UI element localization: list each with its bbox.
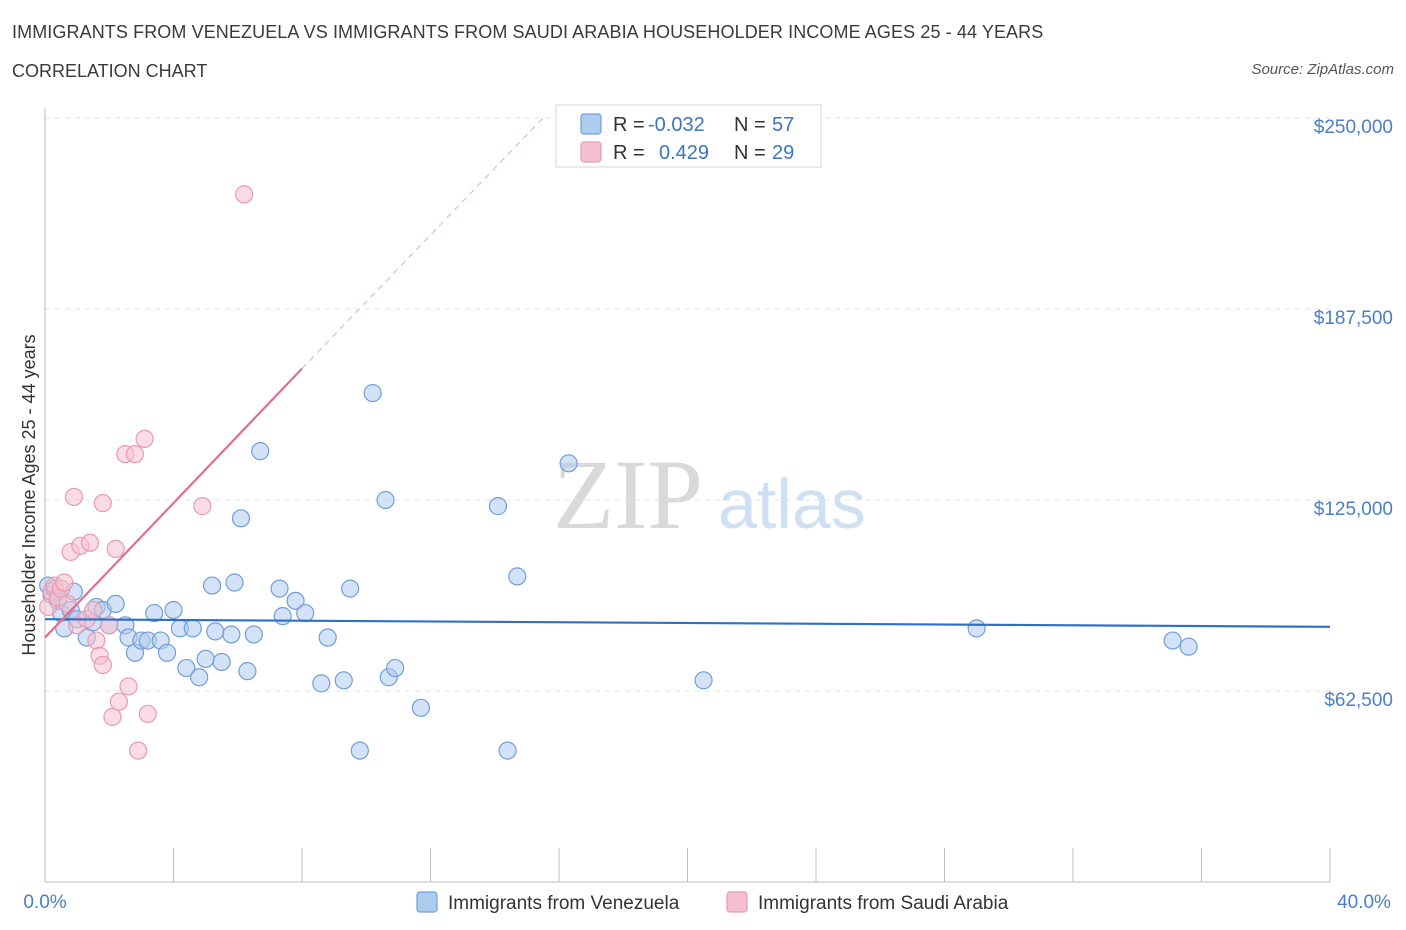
point-venezuela-37 bbox=[251, 442, 270, 461]
point-saudi-13 bbox=[84, 600, 103, 620]
point-venezuela-58 bbox=[1163, 631, 1182, 650]
point-venezuela-25 bbox=[177, 658, 196, 678]
point-venezuela-39 bbox=[273, 607, 292, 626]
point-venezuela-57 bbox=[967, 619, 986, 638]
point-venezuela-30 bbox=[206, 622, 225, 641]
point-venezuela-54 bbox=[508, 567, 527, 586]
point-venezuela-33 bbox=[225, 573, 244, 592]
point-venezuela-28 bbox=[196, 649, 215, 669]
x-ticks bbox=[44, 848, 1331, 882]
bottom-legend-label-venezuela: Immigrants from Venezuela bbox=[448, 893, 680, 914]
point-venezuela-35 bbox=[238, 662, 257, 681]
chart-title: IMMIGRANTS FROM VENEZUELA VS IMMIGRANTS … bbox=[12, 22, 1044, 42]
point-saudi-6 bbox=[58, 594, 77, 614]
point-venezuela-47 bbox=[363, 383, 382, 403]
point-venezuela-51 bbox=[411, 698, 430, 717]
point-saudi-20 bbox=[106, 539, 125, 558]
point-venezuela-27 bbox=[190, 668, 209, 687]
point-venezuela-52 bbox=[488, 497, 508, 516]
point-venezuela-38 bbox=[270, 579, 289, 598]
point-saudi-28 bbox=[193, 497, 212, 516]
legend-r-value-2: 0.429 bbox=[659, 142, 709, 164]
point-saudi-14 bbox=[87, 631, 106, 650]
point-venezuela-43 bbox=[318, 628, 337, 647]
trend-line-venezuela bbox=[44, 618, 1331, 628]
point-saudi-8 bbox=[64, 487, 84, 507]
point-saudi-19 bbox=[103, 707, 122, 727]
point-venezuela-22 bbox=[157, 643, 177, 662]
y-tick-label-0: $62,500 bbox=[1324, 690, 1393, 711]
point-venezuela-48 bbox=[376, 490, 395, 510]
x-tick-label-min: 0.0% bbox=[23, 892, 66, 913]
correlation-legend: R = -0.032 N = 57 R = 0.429 N = 29 bbox=[555, 104, 822, 168]
bottom-legend-label-saudi: Immigrants from Saudi Arabia bbox=[758, 893, 1009, 914]
y-axis-label: Householder Income Ages 25 - 44 years bbox=[19, 334, 39, 655]
y-tick-label-2: $187,500 bbox=[1314, 308, 1393, 329]
legend-swatch-venezuela bbox=[580, 113, 602, 135]
point-venezuela-44 bbox=[334, 671, 353, 690]
legend-swatch-saudi bbox=[580, 141, 602, 163]
point-saudi-27 bbox=[138, 704, 157, 724]
point-venezuela-59 bbox=[1179, 637, 1198, 656]
trend-line-saudi bbox=[44, 367, 303, 639]
watermark-atlas: atlas bbox=[718, 465, 866, 543]
point-venezuela-36 bbox=[244, 625, 263, 644]
y-tick-labels: $62,500 $125,000 $187,500 $250,000 bbox=[1314, 117, 1393, 711]
point-saudi-18 bbox=[100, 616, 119, 635]
legend-n-label-2: N = bbox=[734, 142, 766, 164]
point-saudi-16 bbox=[93, 655, 112, 675]
point-venezuela-23 bbox=[164, 600, 183, 620]
series-legend: Immigrants from Venezuela Immigrants fro… bbox=[416, 891, 1009, 914]
point-venezuela-45 bbox=[341, 579, 360, 598]
point-venezuela-56 bbox=[694, 671, 713, 690]
bottom-legend-swatch-saudi bbox=[726, 891, 748, 913]
point-venezuela-53 bbox=[498, 741, 517, 760]
legend-r-label-1: R = bbox=[613, 114, 645, 136]
trend-line-saudi-extension bbox=[301, 117, 544, 370]
chart-subtitle: CORRELATION CHART bbox=[12, 61, 208, 81]
x-tick-label-max: 40.0% bbox=[1337, 892, 1391, 913]
point-saudi-24 bbox=[125, 445, 145, 464]
legend-n-label-1: N = bbox=[734, 114, 766, 136]
point-venezuela-55 bbox=[559, 454, 578, 473]
watermark-zip: ZIP bbox=[553, 439, 703, 550]
point-venezuela-31 bbox=[212, 652, 231, 672]
point-saudi-23 bbox=[119, 677, 138, 696]
source-label: Source: ZipAtlas.com bbox=[1251, 61, 1394, 78]
legend-n-value-1: 57 bbox=[772, 114, 794, 136]
point-venezuela-41 bbox=[296, 603, 315, 623]
point-venezuela-14 bbox=[106, 594, 125, 614]
legend-n-value-2: 29 bbox=[772, 142, 794, 164]
point-saudi-12 bbox=[80, 533, 100, 552]
point-saudi-29 bbox=[235, 185, 254, 204]
point-venezuela-32 bbox=[222, 625, 241, 644]
point-venezuela-29 bbox=[202, 576, 222, 595]
point-venezuela-26 bbox=[183, 619, 202, 638]
y-tick-label-3: $250,000 bbox=[1314, 117, 1393, 138]
trend-lines bbox=[44, 117, 1331, 639]
point-saudi-5 bbox=[55, 573, 74, 592]
point-venezuela-50 bbox=[386, 658, 405, 678]
point-saudi-25 bbox=[129, 741, 148, 760]
legend-r-label-2: R = bbox=[613, 142, 645, 164]
point-venezuela-42 bbox=[312, 674, 331, 693]
point-saudi-21 bbox=[109, 692, 128, 711]
y-tick-label-1: $125,000 bbox=[1314, 499, 1393, 520]
point-saudi-17 bbox=[93, 493, 112, 513]
grid-lines bbox=[45, 117, 1330, 692]
point-venezuela-34 bbox=[231, 509, 251, 528]
point-venezuela-46 bbox=[350, 741, 369, 760]
point-venezuela-40 bbox=[286, 591, 305, 610]
point-venezuela-20 bbox=[145, 603, 164, 623]
point-saudi-26 bbox=[135, 429, 154, 448]
series-saudi-points bbox=[39, 185, 254, 760]
legend-r-value-1: -0.032 bbox=[648, 114, 705, 136]
bottom-legend-swatch-venezuela bbox=[416, 891, 438, 913]
